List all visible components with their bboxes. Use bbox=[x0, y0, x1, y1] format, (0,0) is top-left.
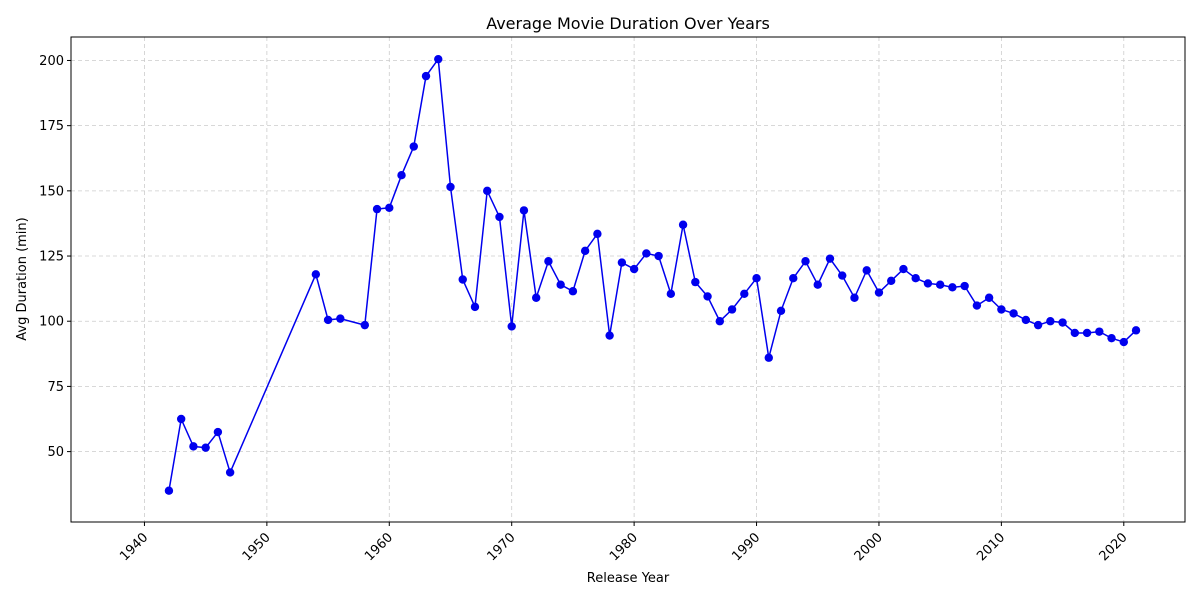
data-point bbox=[740, 289, 749, 299]
data-point bbox=[654, 251, 663, 261]
data-point bbox=[825, 254, 835, 263]
data-point bbox=[1046, 317, 1055, 326]
data-point bbox=[899, 264, 908, 274]
data-point bbox=[886, 276, 896, 286]
data-point bbox=[629, 264, 639, 274]
series bbox=[164, 54, 1141, 495]
data-point bbox=[409, 142, 418, 151]
y-tick-label: 125 bbox=[39, 250, 64, 265]
data-point bbox=[960, 281, 969, 291]
data-point bbox=[458, 275, 467, 284]
data-point bbox=[1119, 337, 1128, 347]
data-point bbox=[666, 289, 676, 299]
data-point bbox=[189, 442, 198, 451]
data-point bbox=[323, 315, 333, 325]
plot-frame bbox=[70, 36, 1186, 523]
y-axis-title: Avg Duration (min) bbox=[15, 217, 30, 340]
data-point bbox=[764, 353, 773, 362]
data-point bbox=[336, 314, 345, 323]
data-point bbox=[935, 280, 945, 289]
data-point bbox=[1107, 333, 1116, 343]
data-point bbox=[984, 293, 994, 302]
y-tick-label: 200 bbox=[39, 54, 64, 69]
y-tick-label: 150 bbox=[39, 184, 64, 199]
data-point bbox=[1021, 315, 1031, 325]
data-point bbox=[1131, 326, 1141, 335]
data-point bbox=[703, 292, 712, 301]
data-point bbox=[372, 204, 382, 214]
data-point bbox=[923, 279, 933, 288]
data-point bbox=[164, 486, 174, 495]
data-point bbox=[385, 203, 394, 212]
y-tick-label: 50 bbox=[47, 445, 64, 460]
data-point bbox=[483, 186, 492, 196]
axes-frame bbox=[70, 36, 1186, 523]
data-point bbox=[862, 266, 871, 275]
data-point bbox=[176, 414, 186, 424]
chart-title: Average Movie Duration Over Years bbox=[486, 14, 770, 33]
x-axis-title: Release Year bbox=[587, 571, 670, 586]
data-point bbox=[434, 54, 443, 64]
grid bbox=[71, 37, 1185, 522]
data-point bbox=[813, 280, 822, 289]
y-tick-label: 75 bbox=[47, 380, 64, 395]
data-point bbox=[495, 212, 504, 222]
data-point bbox=[997, 305, 1006, 314]
data-point bbox=[911, 273, 920, 283]
data-point bbox=[544, 257, 553, 266]
data-point bbox=[556, 280, 565, 289]
data-point bbox=[801, 257, 810, 266]
data-point bbox=[1095, 327, 1104, 336]
data-point bbox=[776, 306, 786, 315]
data-point bbox=[201, 443, 210, 452]
data-point bbox=[838, 271, 847, 280]
data-point bbox=[1033, 320, 1043, 330]
data-point bbox=[507, 322, 516, 331]
data-point bbox=[972, 301, 982, 310]
data-point bbox=[225, 468, 235, 477]
data-point bbox=[789, 273, 798, 283]
data-point bbox=[519, 206, 529, 215]
data-point bbox=[678, 220, 688, 229]
data-point bbox=[752, 273, 761, 283]
data-point bbox=[850, 293, 859, 302]
data-point bbox=[568, 287, 578, 296]
data-point bbox=[593, 229, 602, 239]
data-point bbox=[397, 170, 406, 180]
data-point bbox=[421, 71, 431, 81]
data-point bbox=[446, 182, 455, 192]
data-point bbox=[1082, 328, 1092, 338]
data-point bbox=[715, 317, 725, 326]
data-point bbox=[531, 293, 541, 302]
data-point bbox=[874, 288, 884, 297]
y-tick-label: 100 bbox=[39, 315, 64, 330]
data-point bbox=[727, 305, 737, 314]
data-point bbox=[470, 302, 480, 312]
data-point bbox=[1070, 328, 1080, 338]
data-point bbox=[691, 277, 700, 287]
data-point bbox=[360, 320, 370, 330]
data-point bbox=[580, 246, 590, 256]
data-point bbox=[311, 270, 321, 279]
data-point bbox=[948, 283, 957, 292]
data-point bbox=[605, 331, 614, 340]
data-point bbox=[213, 427, 223, 437]
y-tick-label: 175 bbox=[39, 119, 64, 134]
data-point bbox=[1058, 318, 1067, 327]
data-point bbox=[1009, 309, 1018, 318]
data-point bbox=[617, 258, 627, 267]
data-point bbox=[642, 249, 651, 258]
